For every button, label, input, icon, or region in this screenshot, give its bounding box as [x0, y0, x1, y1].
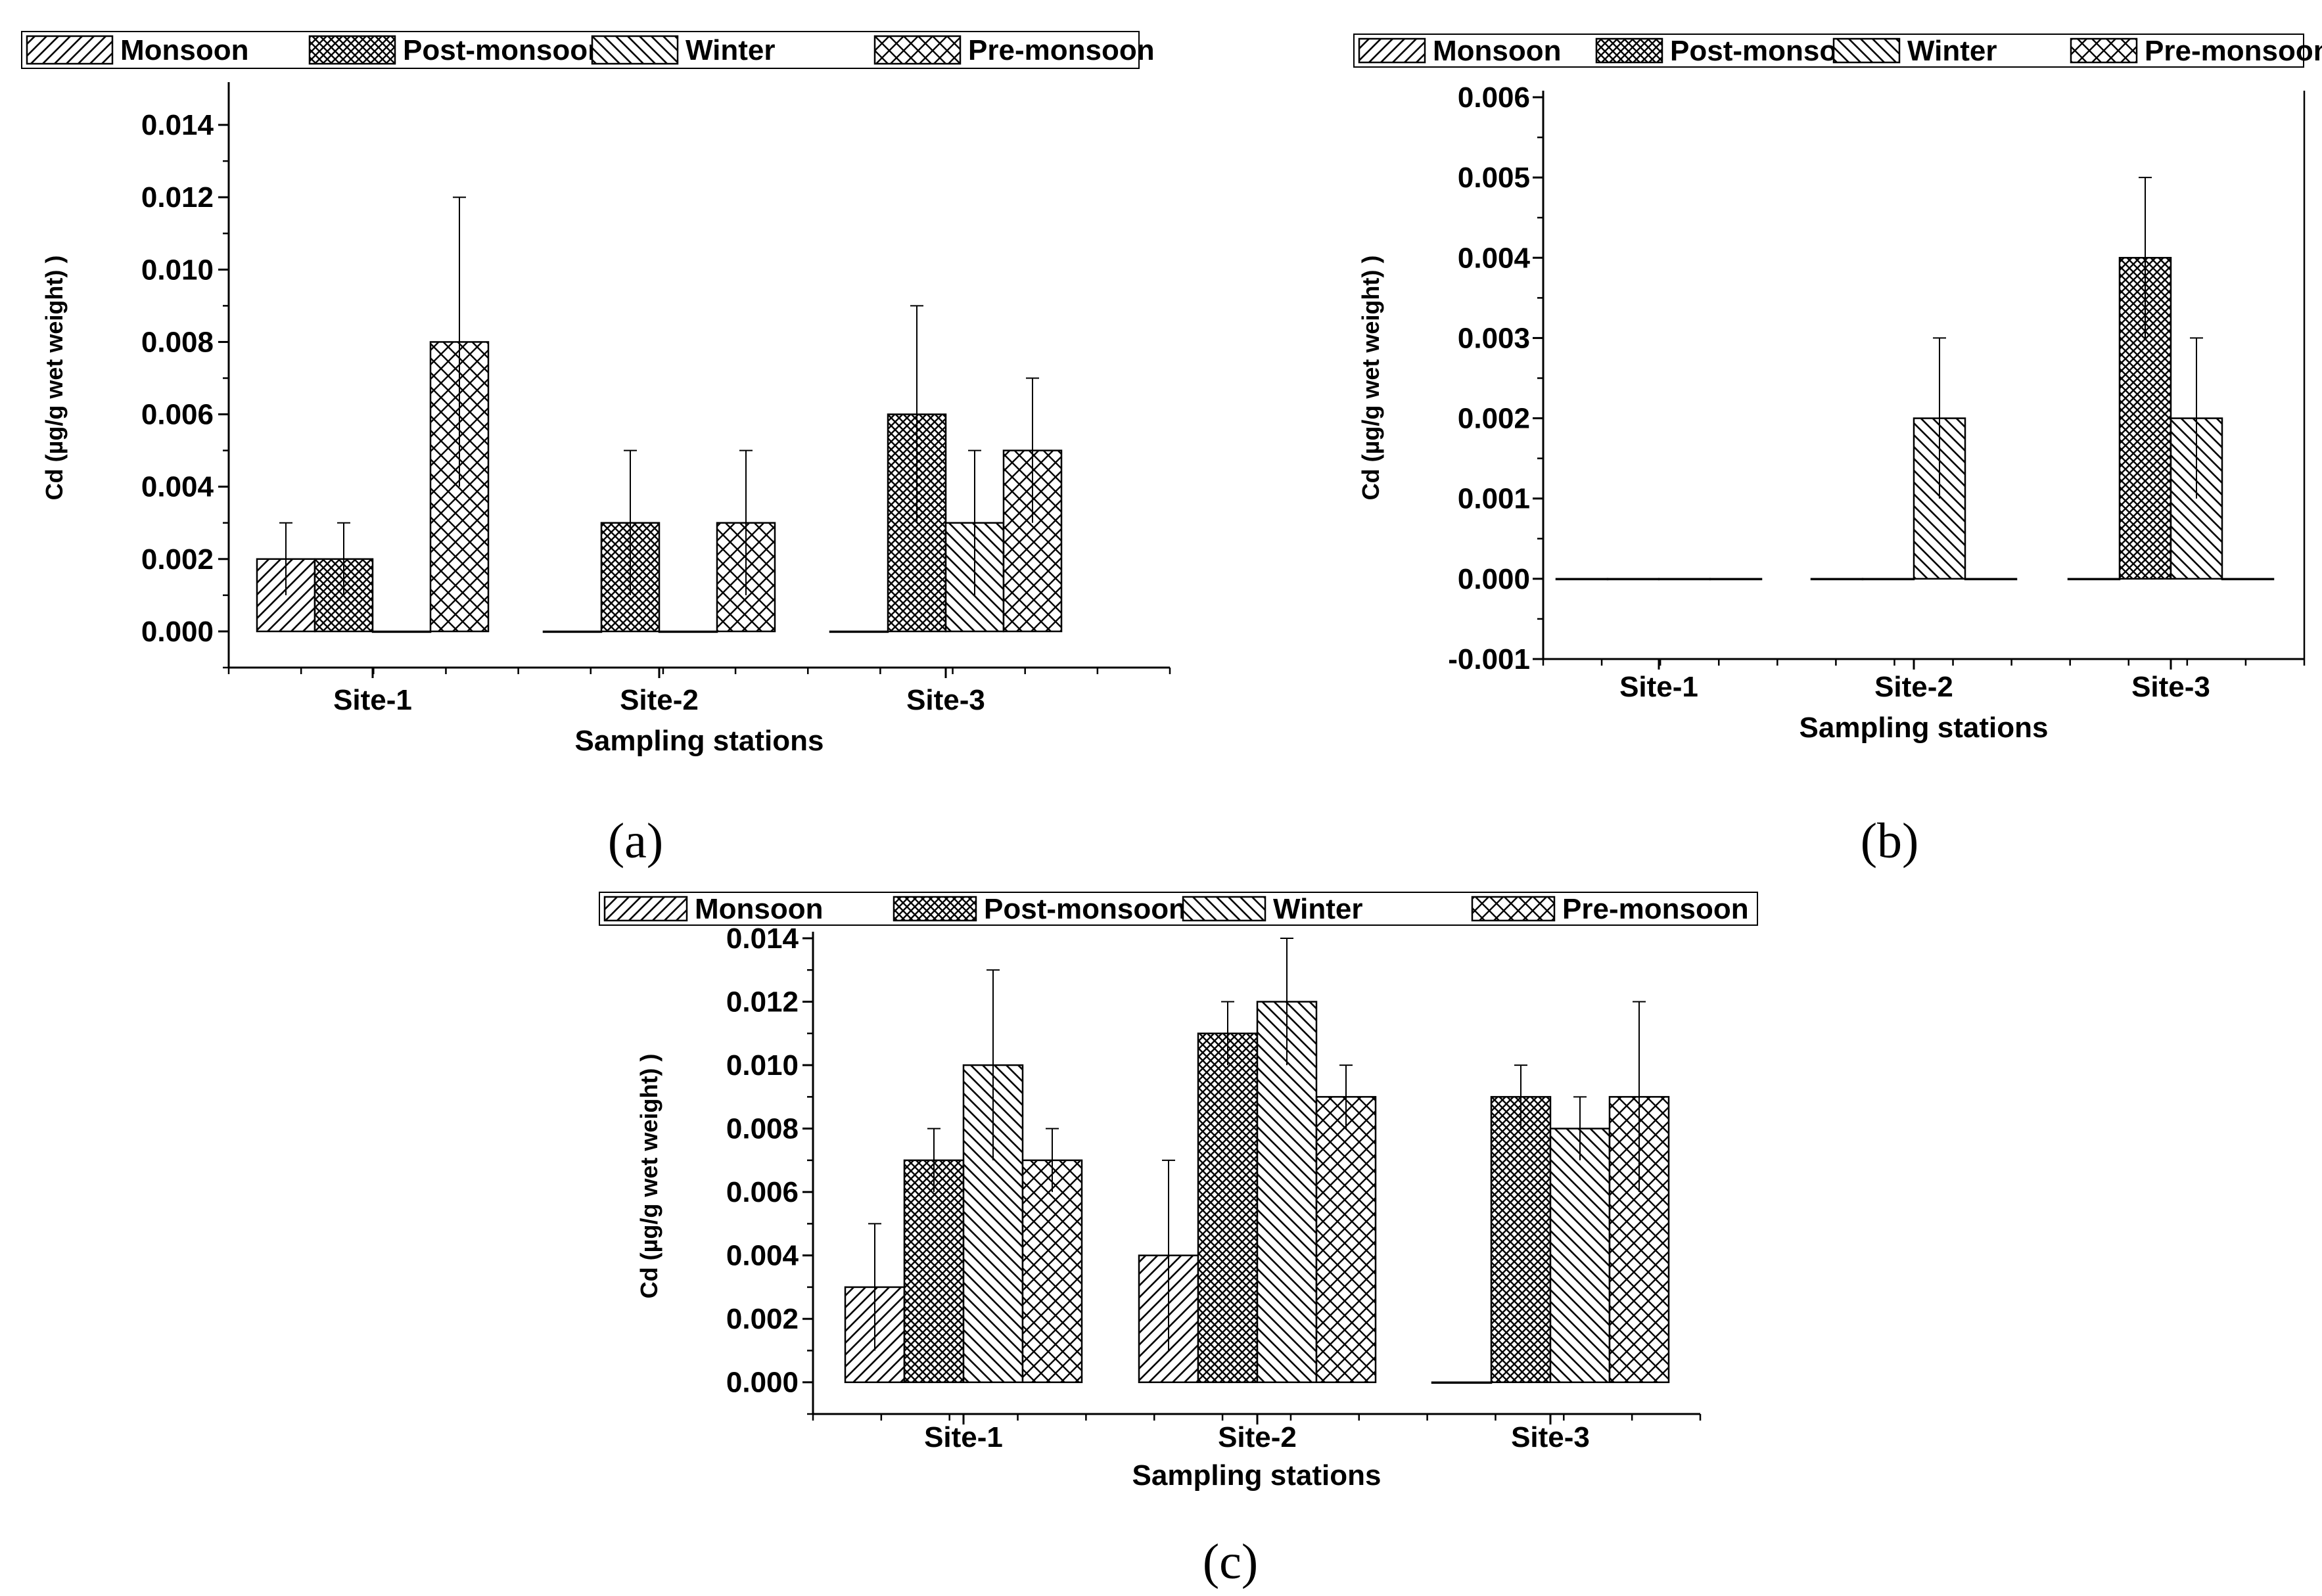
legend-swatch-pre-monsoon: [1471, 896, 1556, 922]
y-tick-label: 0.004: [141, 471, 214, 503]
y-tick-label: 0.000: [726, 1367, 799, 1399]
y-tick-label: 0.014: [141, 109, 214, 141]
y-tick-label: 0.000: [1458, 563, 1530, 595]
category-label-site-2: Site-2: [620, 684, 699, 716]
y-tick-label: 0.010: [726, 1049, 799, 1082]
bar-pre-monsoon-site-2: [1964, 578, 2018, 581]
bar-monsoon-site-3: [829, 630, 889, 633]
bar-post-monsoon-site-3: [1490, 1096, 1552, 1383]
category-label-site-3: Site-3: [906, 684, 985, 716]
y-tick-label: 0.005: [1458, 162, 1530, 194]
bar-monsoon-site-1: [1555, 578, 1609, 581]
legend-swatch-post-monsoon: [308, 35, 396, 65]
legend-swatch-winter: [591, 35, 679, 65]
legend-swatch-post-monsoon: [893, 896, 977, 922]
y-tick-label: 0.002: [141, 543, 214, 576]
y-axis-title: Cd (µg/g wet weight) ): [636, 1054, 662, 1299]
bar-post-monsoon-site-2: [1861, 578, 1915, 581]
panel-label-c: (c): [1203, 1534, 1258, 1589]
bar-pre-monsoon-site-2: [1315, 1096, 1377, 1383]
bar-winter-site-1: [1658, 578, 1711, 581]
bar-monsoon-site-2: [1810, 578, 1864, 581]
category-label-site-1: Site-1: [924, 1421, 1003, 1453]
y-tick-label: 0.002: [1458, 403, 1530, 435]
y-tick-label: 0.012: [726, 986, 799, 1018]
panel-label-b: (b): [1861, 813, 1919, 869]
legend-swatch-monsoon: [26, 35, 114, 65]
legend-swatch-monsoon: [1358, 37, 1426, 64]
bar-pre-monsoon-site-3: [2221, 578, 2275, 581]
y-tick-label: 0.004: [726, 1240, 799, 1272]
legend-box: [599, 892, 1758, 926]
category-label-site-1: Site-1: [1619, 671, 1698, 703]
y-tick-label: 0.002: [726, 1303, 799, 1335]
chart-panel-c: Monsoon Post-monsoon Winter Pre-monsoon 0.00…: [599, 892, 1758, 1492]
bar-winter-site-3: [1549, 1128, 1611, 1383]
bar-post-monsoon-site-1: [903, 1159, 965, 1383]
legend-label-pre-monsoon: Pre-monsoon: [968, 34, 1155, 66]
y-axis-title: Cd (µg/g wet weight) ): [41, 256, 68, 501]
bar-winter-site-1: [371, 630, 432, 633]
legend-label-monsoon: Monsoon: [120, 34, 249, 66]
bar-pre-monsoon-site-1: [1021, 1159, 1083, 1383]
legend-label-winter: Winter: [685, 34, 776, 66]
category-label-site-1: Site-1: [333, 684, 412, 716]
chart-panel-a: Monsoon Post-monsoon Winter Pre-monsoon 0.00…: [21, 31, 1171, 757]
bar-winter-site-2: [1256, 1001, 1318, 1383]
category-label-site-2: Site-2: [1874, 671, 1953, 703]
y-tick-label: 0.006: [726, 1176, 799, 1208]
legend-a: Monsoon Post-monsoon Winter Pre-monsoon: [21, 31, 1155, 69]
bar-monsoon-site-3: [2067, 578, 2121, 581]
category-label-site-2: Site-2: [1218, 1421, 1297, 1453]
legend-label-monsoon: Monsoon: [1433, 35, 1562, 67]
y-tick-label: 0.008: [726, 1113, 799, 1145]
legend-label-monsoon: Monsoon: [695, 893, 824, 925]
legend-swatch-winter: [1182, 896, 1266, 922]
legend-swatch-pre-monsoon: [2070, 37, 2138, 64]
chart-panel-b: Monsoon Post-monsoon Winter Pre-monsoon-0.0…: [1353, 34, 2322, 744]
y-tick-label: 0.010: [141, 254, 214, 286]
y-tick-label: 0.004: [1458, 242, 1531, 274]
category-label-site-3: Site-3: [1511, 1421, 1590, 1453]
legend-box: [1353, 34, 2304, 68]
y-tick-label: 0.003: [1458, 322, 1530, 354]
legend-swatch-post-monsoon: [1595, 37, 1663, 64]
legend-c: Monsoon Post-monsoon Winter Pre-monsoon: [599, 892, 1758, 926]
bar-post-monsoon-site-1: [1606, 578, 1660, 581]
category-label-site-3: Site-3: [2131, 671, 2210, 703]
legend-label-winter: Winter: [1273, 893, 1363, 925]
y-tick-label: 0.001: [1458, 483, 1530, 515]
bar-monsoon-site-3: [1431, 1381, 1493, 1384]
x-axis-title: Sampling stations: [1800, 712, 2049, 744]
legend-swatch-pre-monsoon: [873, 35, 962, 65]
bar-winter-site-2: [658, 630, 718, 633]
legend-label-pre-monsoon: Pre-monsoon: [1562, 893, 1749, 925]
y-axis-title: Cd (µg/g wet weight) ): [1357, 256, 1384, 501]
y-tick-label: 0.006: [1458, 81, 1530, 114]
bar-monsoon-site-2: [542, 630, 603, 633]
legend-label-winter: Winter: [1907, 35, 1997, 67]
y-tick-label: 0.000: [141, 616, 214, 648]
legend-label-post-monsoon: Post-monsoon: [403, 34, 605, 66]
y-tick-label: 0.008: [141, 326, 214, 358]
y-tick-label: 0.012: [141, 181, 214, 214]
y-tick-label: 0.014: [726, 923, 799, 955]
bar-pre-monsoon-site-1: [1709, 578, 1763, 581]
legend-label-pre-monsoon: Pre-monsoon: [2145, 35, 2322, 67]
legend-swatch-winter: [1832, 37, 1901, 64]
legend-label-post-monsoon: Post-monsoon: [984, 893, 1186, 925]
y-tick-label: -0.001: [1448, 643, 1530, 675]
panel-label-a: (a): [608, 813, 663, 869]
x-axis-title: Sampling stations: [575, 725, 824, 757]
y-tick-label: 0.006: [141, 399, 214, 431]
x-axis-title: Sampling stations: [1132, 1459, 1382, 1492]
legend-b: Monsoon Post-monsoon Winter Pre-monsoon: [1353, 34, 2322, 68]
bar-post-monsoon-site-2: [1197, 1032, 1259, 1383]
legend-swatch-monsoon: [603, 896, 688, 922]
